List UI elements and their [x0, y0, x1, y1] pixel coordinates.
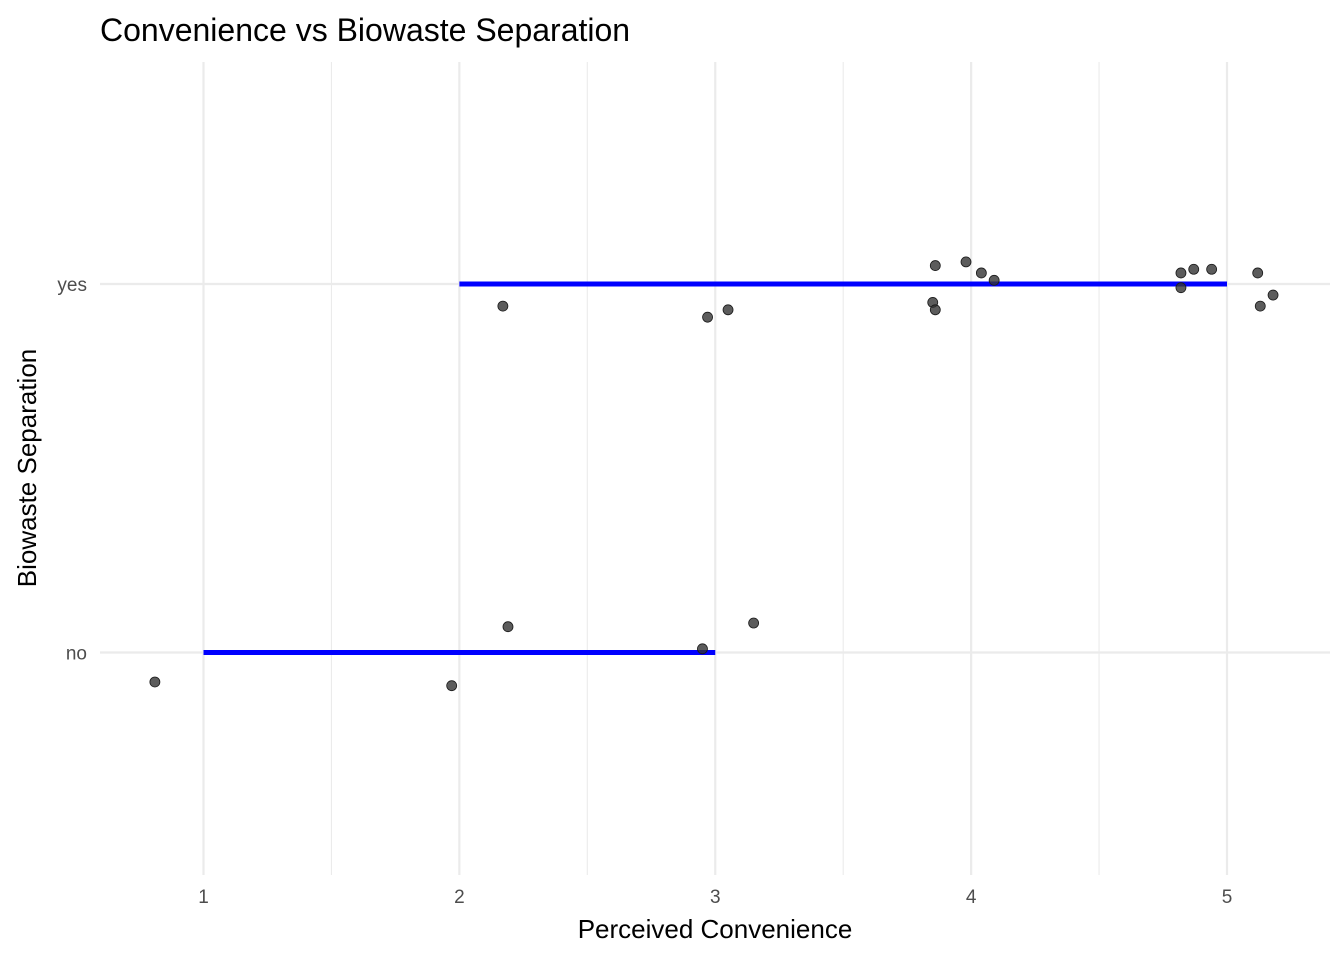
- data-point: [1188, 263, 1200, 275]
- data-point: [1254, 300, 1266, 312]
- x-tick-label: 2: [454, 887, 465, 908]
- data-point: [1175, 282, 1187, 294]
- data-point: [722, 304, 734, 316]
- data-point: [497, 300, 509, 312]
- data-point: [1252, 267, 1264, 279]
- range-lines: [203, 281, 1227, 655]
- data-point: [1175, 267, 1187, 279]
- x-axis-title: Perceived Convenience: [578, 914, 853, 944]
- data-point: [1267, 289, 1279, 301]
- x-axis-ticks: 1 2 3 4 5: [198, 887, 1232, 908]
- data-point: [929, 304, 941, 316]
- data-point: [975, 267, 987, 279]
- data-point: [446, 680, 458, 692]
- x-tick-label: 3: [710, 887, 721, 908]
- grid-lines: [100, 62, 1330, 875]
- data-point: [929, 260, 941, 271]
- x-tick-label: 5: [1222, 887, 1233, 908]
- data-point: [702, 311, 713, 323]
- y-tick-label-no: no: [66, 644, 87, 665]
- chart-title: Convenience vs Biowaste Separation: [100, 12, 630, 48]
- data-points: [149, 256, 1279, 692]
- y-tick-label-yes: yes: [57, 275, 87, 296]
- data-point: [960, 256, 972, 268]
- data-point: [502, 621, 514, 633]
- data-point: [149, 676, 161, 688]
- x-tick-label: 4: [966, 887, 977, 908]
- y-axis-title: Biowaste Separation: [12, 349, 42, 587]
- x-tick-label: 1: [198, 887, 209, 908]
- data-point: [748, 617, 760, 629]
- y-axis-ticks: no yes: [57, 275, 87, 665]
- data-point: [988, 274, 1000, 286]
- data-point: [697, 643, 708, 655]
- data-point: [1206, 263, 1218, 275]
